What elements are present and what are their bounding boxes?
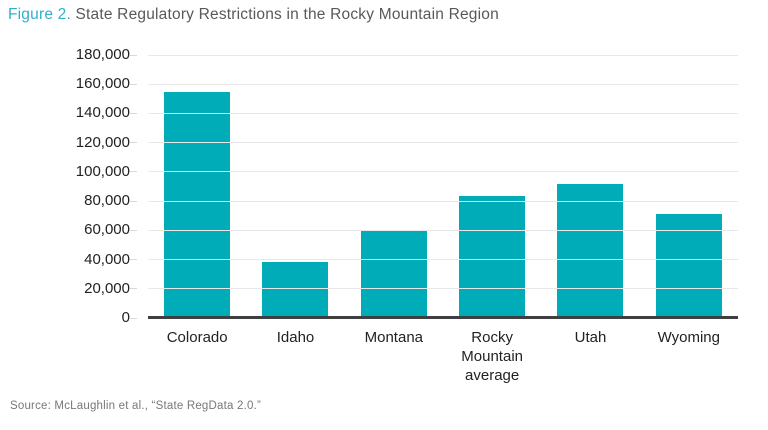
x-tick-label-text: Wyoming: [657, 329, 720, 346]
x-tick-label-text: Colorado: [166, 329, 228, 346]
chart-title: Figure 2. State Regulatory Restrictions …: [8, 6, 499, 24]
x-axis-line: [148, 316, 738, 319]
y-tick-label: 40,000: [84, 250, 130, 268]
x-tick-label-text: Utah: [574, 329, 607, 346]
x-tick-label: Idaho: [246, 328, 344, 385]
y-axis-tick: [130, 200, 137, 202]
gridline: [148, 83, 738, 85]
gridline: [148, 200, 738, 202]
x-tick-label: Colorado: [148, 328, 246, 385]
figure-number-label: Figure 2.: [8, 6, 71, 23]
bar-slot: [443, 55, 541, 318]
x-tick-label: Rocky Mountain average: [443, 328, 541, 385]
y-axis-tick: [130, 288, 137, 290]
x-tick-label: Montana: [345, 328, 443, 385]
gridline: [148, 259, 738, 261]
y-tick-label: 140,000: [75, 104, 130, 122]
bar-slot: [541, 55, 639, 318]
bar-colorado: [164, 91, 231, 318]
gridline: [148, 142, 738, 144]
chart-title-text: State Regulatory Restrictions in the Roc…: [70, 6, 499, 23]
y-axis-tick: [130, 259, 137, 261]
y-tick-label: 0: [121, 309, 130, 326]
x-tick-label: Wyoming: [640, 328, 738, 385]
x-tick-label: Utah: [541, 328, 639, 385]
bar-montana: [360, 231, 427, 318]
y-tick-label: 120,000: [75, 133, 130, 151]
y-tick-label: 100,000: [75, 162, 130, 180]
x-tick-label-text: Rocky Mountain average: [461, 329, 523, 384]
y-axis-tick: [130, 229, 137, 231]
bar-series: [148, 55, 738, 318]
y-tick-label: 20,000: [84, 279, 130, 297]
bar-slot: [148, 55, 246, 318]
y-tick-label: 60,000: [84, 221, 130, 239]
y-tick-label: 180,000: [75, 46, 130, 63]
y-tick-label: 160,000: [75, 75, 130, 93]
bar-slot: [345, 55, 443, 318]
gridline: [148, 171, 738, 173]
y-axis-tick: [130, 54, 137, 56]
x-tick-label-text: Montana: [364, 329, 423, 346]
plot-area: [148, 54, 738, 318]
bar-slot: [640, 55, 738, 318]
gridline: [148, 54, 738, 56]
y-axis-tick: [130, 112, 137, 114]
gridline: [148, 229, 738, 231]
y-axis-tick: [130, 83, 137, 85]
y-axis-tick: [130, 171, 137, 173]
bar-rocky-mountain-average: [459, 196, 526, 318]
bar-idaho: [262, 261, 329, 318]
bar-wyoming: [655, 214, 722, 318]
x-axis-labels: Colorado Idaho Montana Rocky Mountain avera…: [148, 328, 738, 385]
y-axis-tick: [130, 317, 137, 319]
y-axis-tick: [130, 142, 137, 144]
x-tick-label-text: Idaho: [276, 329, 315, 346]
source-note: Source: McLaughlin et al., “State RegDat…: [10, 400, 262, 412]
gridline: [148, 288, 738, 290]
y-tick-label: 80,000: [84, 192, 130, 210]
bar-utah: [557, 184, 624, 318]
bar-slot: [246, 55, 344, 318]
gridline: [148, 112, 738, 114]
